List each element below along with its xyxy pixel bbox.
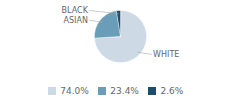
svg-text:BLACK: BLACK <box>62 6 89 15</box>
svg-text:ASIAN: ASIAN <box>64 16 88 25</box>
html-text:74.0%: 74.0% <box>60 85 89 96</box>
html-text:23.4%: 23.4% <box>110 85 139 96</box>
svg-text:WHITE: WHITE <box>153 50 179 59</box>
html-text:2.6%: 2.6% <box>160 85 184 96</box>
